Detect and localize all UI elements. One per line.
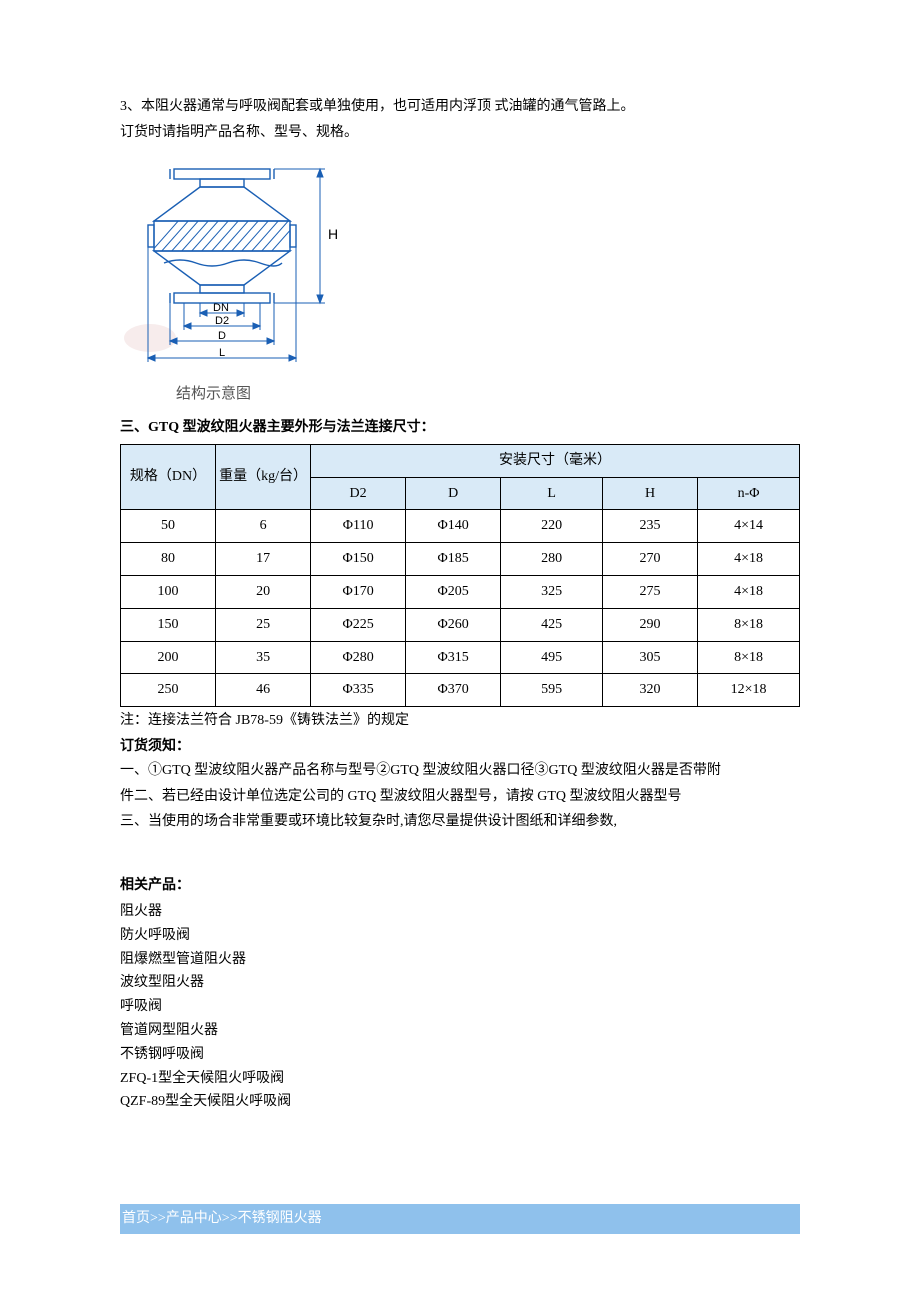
table-cell: 270 (603, 543, 698, 576)
table-cell: Φ280 (311, 641, 406, 674)
section-3-title: 三、GTQ 型波纹阻火器主要外形与法兰连接尺寸： (120, 416, 800, 440)
related-item[interactable]: 防火呼吸阀 (120, 924, 800, 948)
table-cell: Φ185 (406, 543, 501, 576)
th-weight: 重量（kg/台） (216, 444, 311, 510)
order-title: 订货须知： (120, 735, 800, 759)
table-cell: Φ170 (311, 576, 406, 609)
table-cell: Φ370 (406, 674, 501, 707)
table-cell: 100 (121, 576, 216, 609)
label-h: H (328, 226, 338, 242)
table-cell: 595 (501, 674, 603, 707)
table-cell: 150 (121, 608, 216, 641)
table-cell: Φ335 (311, 674, 406, 707)
table-cell: 4×18 (698, 543, 800, 576)
table-row: 8017Φ150Φ1852802704×18 (121, 543, 800, 576)
table-cell: 25 (216, 608, 311, 641)
table-cell: 17 (216, 543, 311, 576)
order-line-2: 件二、若已经由设计单位选定公司的 GTQ 型波纹阻火器型号，请按 GTQ 型波纹… (120, 785, 800, 809)
table-cell: 495 (501, 641, 603, 674)
table-cell: 235 (603, 510, 698, 543)
table-cell: 20 (216, 576, 311, 609)
table-cell: Φ225 (311, 608, 406, 641)
table-cell: Φ110 (311, 510, 406, 543)
intro-line-2: 订货时请指明产品名称、型号、规格。 (120, 121, 800, 145)
table-cell: 80 (121, 543, 216, 576)
table-cell: 280 (501, 543, 603, 576)
breadcrumb-product[interactable]: 不锈钢阻火器 (238, 1211, 322, 1226)
table-row: 506Φ110Φ1402202354×14 (121, 510, 800, 543)
table-cell: 50 (121, 510, 216, 543)
table-cell: Φ205 (406, 576, 501, 609)
diagram-caption: 结构示意图 (176, 381, 800, 407)
structure-diagram: H DN D2 D (120, 163, 800, 373)
related-item[interactable]: 呼吸阀 (120, 995, 800, 1019)
order-line-1: 一、①GTQ 型波纹阻火器产品名称与型号②GTQ 型波纹阻火器口径③GTQ 型波… (120, 759, 800, 783)
diagram-svg: H DN D2 D (120, 163, 360, 373)
th-sub-4: n-Φ (698, 477, 800, 510)
table-cell: 275 (603, 576, 698, 609)
table-cell: 8×18 (698, 641, 800, 674)
table-cell: 220 (501, 510, 603, 543)
related-item[interactable]: 管道网型阻火器 (120, 1019, 800, 1043)
th-sub-1: D (406, 477, 501, 510)
label-l: L (219, 347, 225, 359)
breadcrumb-home[interactable]: 首页 (122, 1211, 150, 1226)
table-cell: 4×18 (698, 576, 800, 609)
related-item[interactable]: 阻火器 (120, 900, 800, 924)
table-cell: 305 (603, 641, 698, 674)
th-install: 安装尺寸（毫米） (311, 444, 800, 477)
related-item[interactable]: 波纹型阻火器 (120, 971, 800, 995)
table-row: 25046Φ335Φ37059532012×18 (121, 674, 800, 707)
label-d2: D2 (215, 315, 229, 327)
table-row: 20035Φ280Φ3154953058×18 (121, 641, 800, 674)
breadcrumb: 首页>>产品中心>>不锈钢阻火器 (120, 1204, 800, 1234)
table-cell: Φ315 (406, 641, 501, 674)
breadcrumb-center[interactable]: 产品中心 (166, 1211, 222, 1226)
th-sub-2: L (501, 477, 603, 510)
th-sub-3: H (603, 477, 698, 510)
order-line-3: 三、当使用的场合非常重要或环境比较复杂时,请您尽量提供设计图纸和详细参数, (120, 810, 800, 834)
intro-line-1: 3、本阻火器通常与呼吸阀配套或单独使用，也可适用内浮顶 式油罐的通气管路上。 (120, 95, 800, 119)
table-cell: 4×14 (698, 510, 800, 543)
label-dn: DN (213, 302, 229, 314)
table-cell: 46 (216, 674, 311, 707)
spec-table: 规格（DN） 重量（kg/台） 安装尺寸（毫米） D2DLHn-Φ 506Φ11… (120, 444, 800, 707)
breadcrumb-sep-1: >> (150, 1211, 166, 1226)
label-d: D (218, 330, 226, 342)
th-spec: 规格（DN） (121, 444, 216, 510)
related-list: 阻火器防火呼吸阀阻爆燃型管道阻火器波纹型阻火器呼吸阀管道网型阻火器不锈钢呼吸阀Z… (120, 900, 800, 1114)
table-cell: 320 (603, 674, 698, 707)
related-item[interactable]: QZF-89型全天候阻火呼吸阀 (120, 1090, 800, 1114)
table-cell: 35 (216, 641, 311, 674)
table-cell: 290 (603, 608, 698, 641)
related-item[interactable]: 不锈钢呼吸阀 (120, 1043, 800, 1067)
related-title: 相关产品： (120, 874, 800, 898)
table-cell: Φ150 (311, 543, 406, 576)
table-cell: Φ260 (406, 608, 501, 641)
table-cell: 425 (501, 608, 603, 641)
table-cell: 200 (121, 641, 216, 674)
table-cell: 6 (216, 510, 311, 543)
table-cell: 325 (501, 576, 603, 609)
table-cell: Φ140 (406, 510, 501, 543)
table-cell: 250 (121, 674, 216, 707)
table-footnote: 注：连接法兰符合 JB78-59《铸铁法兰》的规定 (120, 709, 800, 733)
related-item[interactable]: 阻爆燃型管道阻火器 (120, 948, 800, 972)
breadcrumb-sep-2: >> (222, 1211, 238, 1226)
table-row: 10020Φ170Φ2053252754×18 (121, 576, 800, 609)
th-sub-0: D2 (311, 477, 406, 510)
table-row: 15025Φ225Φ2604252908×18 (121, 608, 800, 641)
table-cell: 12×18 (698, 674, 800, 707)
related-item[interactable]: ZFQ-1型全天候阻火呼吸阀 (120, 1067, 800, 1091)
table-cell: 8×18 (698, 608, 800, 641)
